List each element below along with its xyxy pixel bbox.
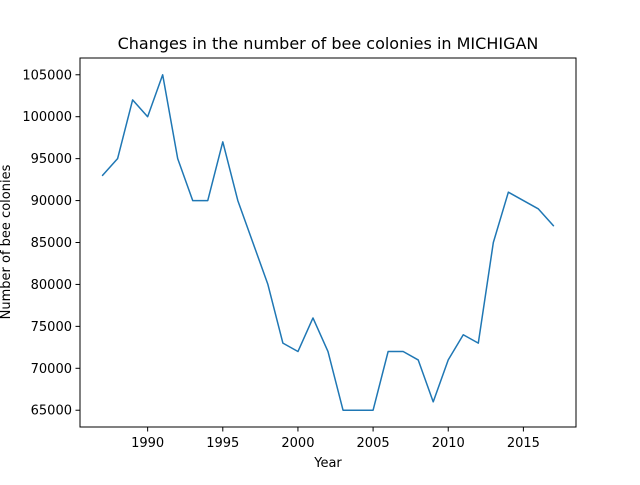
chart-title: Changes in the number of bee colonies in… [118, 34, 539, 53]
y-tick-label: 100000 [22, 110, 72, 125]
y-tick-label: 80000 [31, 278, 72, 293]
y-tick-label: 105000 [22, 68, 72, 83]
x-tick-label: 2005 [357, 436, 390, 451]
x-tick-label: 1995 [206, 436, 239, 451]
x-axis: 1990 1995 2000 2005 2010 2015 [131, 427, 540, 451]
y-tick-label: 95000 [31, 152, 72, 167]
y-tick-label: 85000 [31, 236, 72, 251]
x-tick-label: 2015 [507, 436, 540, 451]
y-tick-label: 70000 [31, 362, 72, 377]
x-tick-label: 1990 [131, 436, 164, 451]
y-tick-label: 65000 [31, 404, 72, 419]
x-tick-label: 2010 [432, 436, 465, 451]
y-tick-label: 75000 [31, 320, 72, 335]
y-axis-label: Number of bee colonies [0, 164, 14, 319]
y-axis: 65000 70000 75000 80000 85000 90000 95000 10000… [22, 68, 80, 419]
x-axis-label: Year [313, 456, 342, 471]
series-line-0 [101, 74, 555, 411]
x-tick-label: 2000 [281, 436, 314, 451]
y-tick-label: 90000 [31, 194, 72, 209]
plot-area [101, 74, 555, 411]
